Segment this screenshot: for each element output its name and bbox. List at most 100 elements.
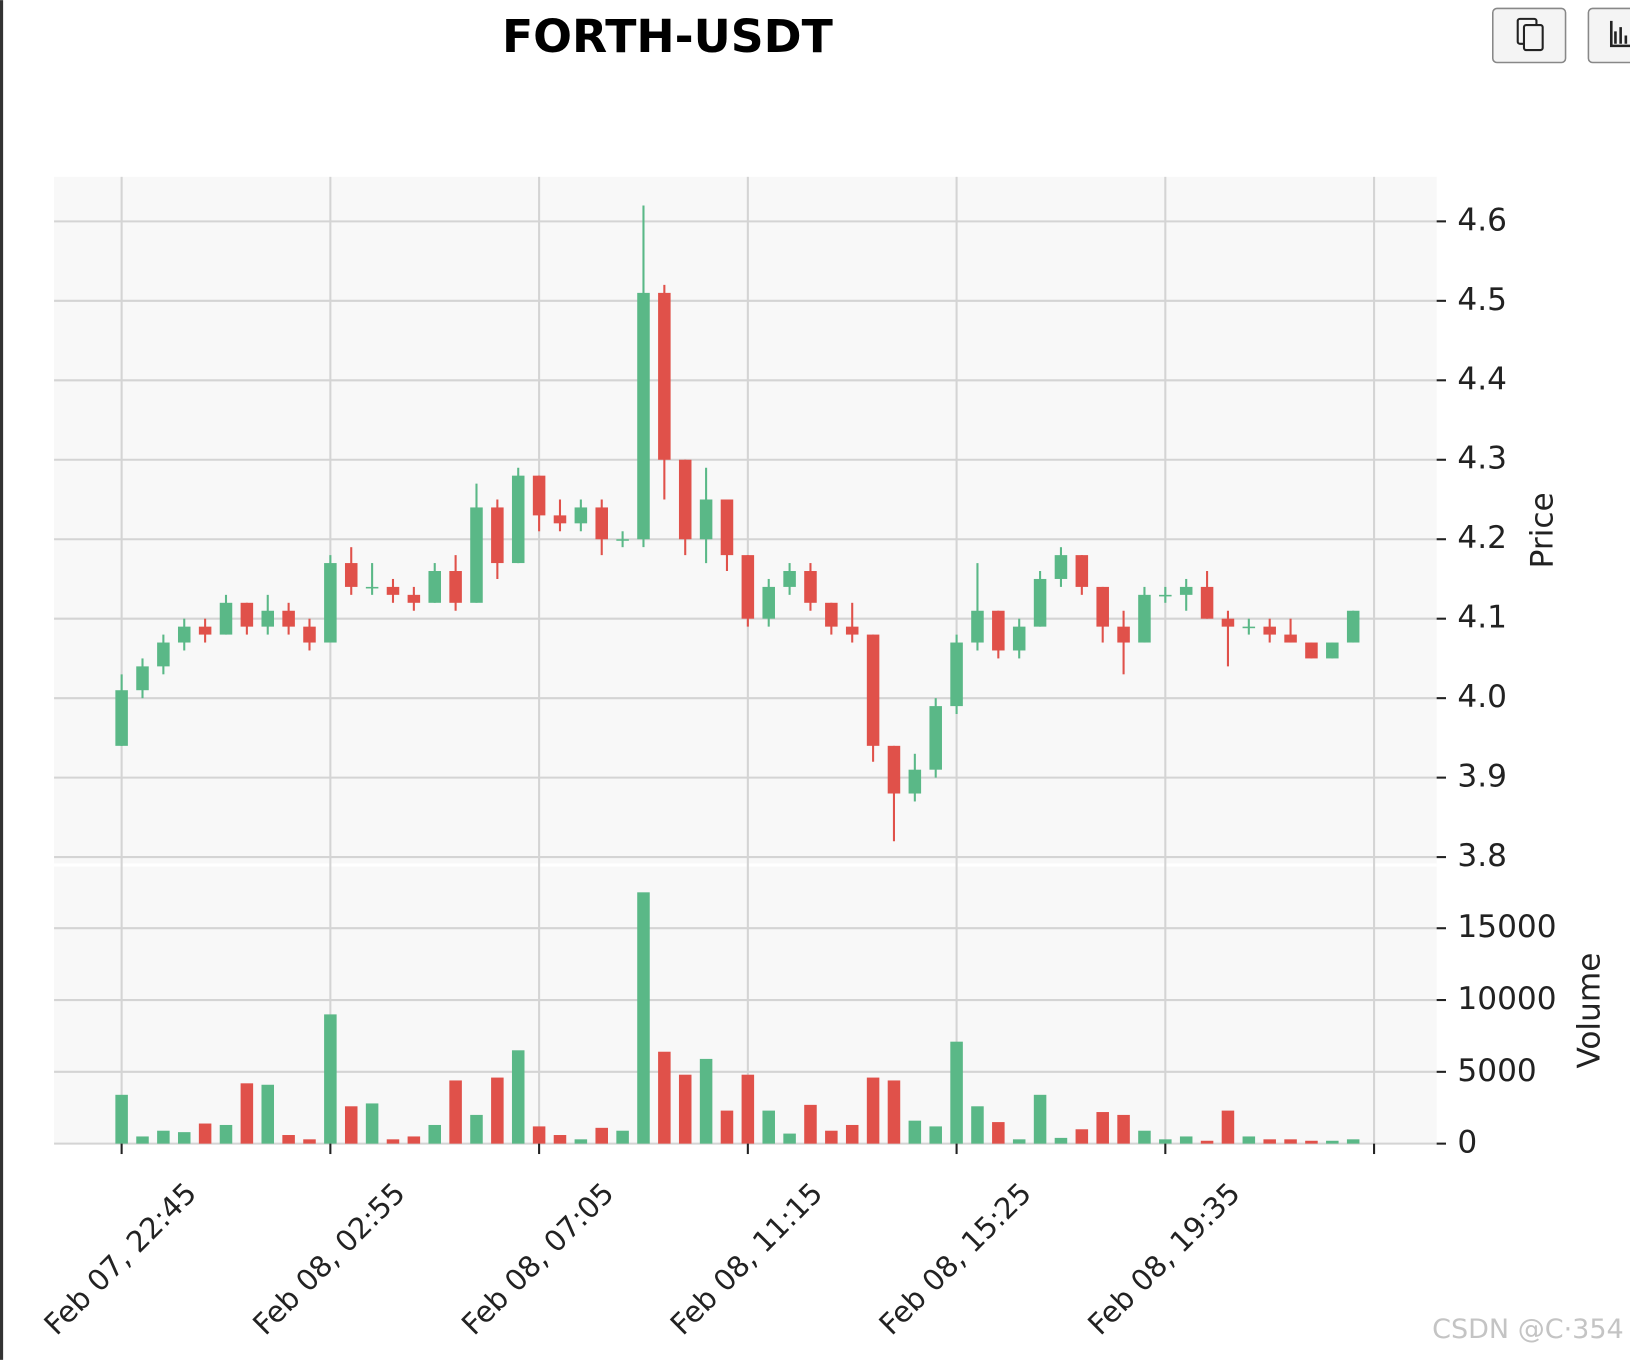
candle-body [1179, 586, 1193, 595]
candle-body [177, 626, 191, 643]
volume-bar [219, 1124, 233, 1144]
candle-body [1012, 626, 1026, 651]
price-panel [54, 176, 1437, 866]
candle-body [783, 571, 796, 587]
y-tick-label: 3.8 [1457, 838, 1507, 874]
candle-body [574, 507, 588, 524]
candle-body [1075, 555, 1089, 587]
volume-bar [1326, 1140, 1339, 1144]
candle-body [1305, 642, 1318, 659]
candle-body [1054, 555, 1068, 579]
volume-bar [303, 1139, 316, 1144]
x-tick-label: Feb 08, 07:05 [455, 1176, 621, 1342]
volume-tick-label: 10000 [1457, 981, 1556, 1017]
candle-body [866, 634, 880, 746]
chart-button[interactable] [1587, 7, 1630, 64]
candle-body [992, 610, 1005, 651]
x-tick-label: Feb 08, 19:35 [1081, 1176, 1247, 1342]
copy-icon [1522, 24, 1544, 52]
y-tick-label: 4.2 [1457, 520, 1507, 556]
volume-bar [240, 1083, 254, 1144]
volume-bar [616, 1130, 629, 1144]
volume-bar [198, 1123, 212, 1144]
volume-bar [783, 1133, 796, 1144]
volume-bar [699, 1058, 713, 1144]
volume-bar [282, 1135, 295, 1144]
volume-bar [658, 1051, 671, 1144]
candle-body [971, 610, 984, 643]
volume-bar [1159, 1139, 1172, 1144]
candle-body [115, 690, 128, 746]
candle-body [595, 507, 608, 540]
volume-bar [1012, 1139, 1026, 1144]
candle-body [1200, 586, 1214, 619]
volume-bar [1054, 1137, 1068, 1144]
volume-bar [1346, 1139, 1360, 1144]
candle-body [845, 626, 859, 635]
candle-body [491, 507, 504, 564]
volume-bar [136, 1136, 149, 1144]
volume-tick-label: 5000 [1457, 1053, 1536, 1089]
x-tick-label: Feb 07, 22:45 [37, 1176, 203, 1342]
candle-body [658, 292, 671, 460]
candle-body [511, 475, 525, 564]
candle-body [136, 666, 149, 691]
volume-bar [1221, 1110, 1235, 1144]
volume-bar [929, 1126, 942, 1144]
candle-body [344, 563, 358, 587]
candle-body [1326, 642, 1339, 659]
volume-bar [449, 1080, 462, 1144]
candle-body [553, 515, 567, 524]
y-tick-label: 4.0 [1457, 679, 1507, 715]
candle-body [1263, 626, 1276, 635]
volume-bar [804, 1104, 817, 1144]
candle-body [741, 555, 755, 619]
y-tick-label: 3.9 [1457, 759, 1507, 795]
volume-bar [386, 1139, 400, 1144]
volume-bar [762, 1110, 775, 1144]
chart-title: FORTH-USDT [502, 10, 833, 63]
candle-body [616, 539, 629, 541]
volume-bar [428, 1124, 441, 1144]
volume-bar [950, 1041, 963, 1144]
candle-body [470, 507, 483, 603]
y-tick-label: 4.6 [1457, 202, 1507, 238]
volume-bar [887, 1080, 901, 1144]
candle-body [1096, 586, 1109, 627]
volume-bar [177, 1132, 191, 1144]
candle-body [908, 769, 922, 794]
candle-body [386, 586, 400, 595]
volume-bar [1200, 1140, 1214, 1144]
volume-bar [637, 892, 650, 1144]
volume-bar [866, 1077, 880, 1144]
volume-bar [595, 1127, 608, 1144]
volume-bar [511, 1050, 525, 1144]
y-axis-label: Price [1525, 492, 1561, 568]
watermark: CSDN @C·354 [1432, 1314, 1624, 1345]
candle-body [929, 706, 942, 770]
candle-body [887, 745, 901, 794]
candle-body [678, 459, 692, 540]
x-tick-label: Feb 08, 02:55 [246, 1176, 412, 1342]
volume-bar [491, 1077, 504, 1144]
volume-bar [741, 1074, 755, 1144]
candle-body [1138, 594, 1151, 643]
candle-body [1117, 626, 1130, 643]
candle-body [324, 563, 337, 643]
candle-body [198, 626, 212, 635]
candle-body [637, 292, 650, 540]
marks [115, 205, 1360, 1144]
volume-bar [532, 1126, 546, 1144]
candle-body [428, 571, 441, 603]
volume-bar [845, 1124, 859, 1144]
candle-body [762, 586, 775, 619]
candle-body [282, 610, 295, 627]
candle-body [449, 571, 462, 603]
chart-icon [1609, 20, 1630, 48]
candle-body [532, 475, 546, 516]
volume-bar [1305, 1140, 1318, 1144]
volume-bar [1242, 1136, 1256, 1144]
volume-bar [1179, 1136, 1193, 1144]
candle-body [720, 499, 734, 556]
